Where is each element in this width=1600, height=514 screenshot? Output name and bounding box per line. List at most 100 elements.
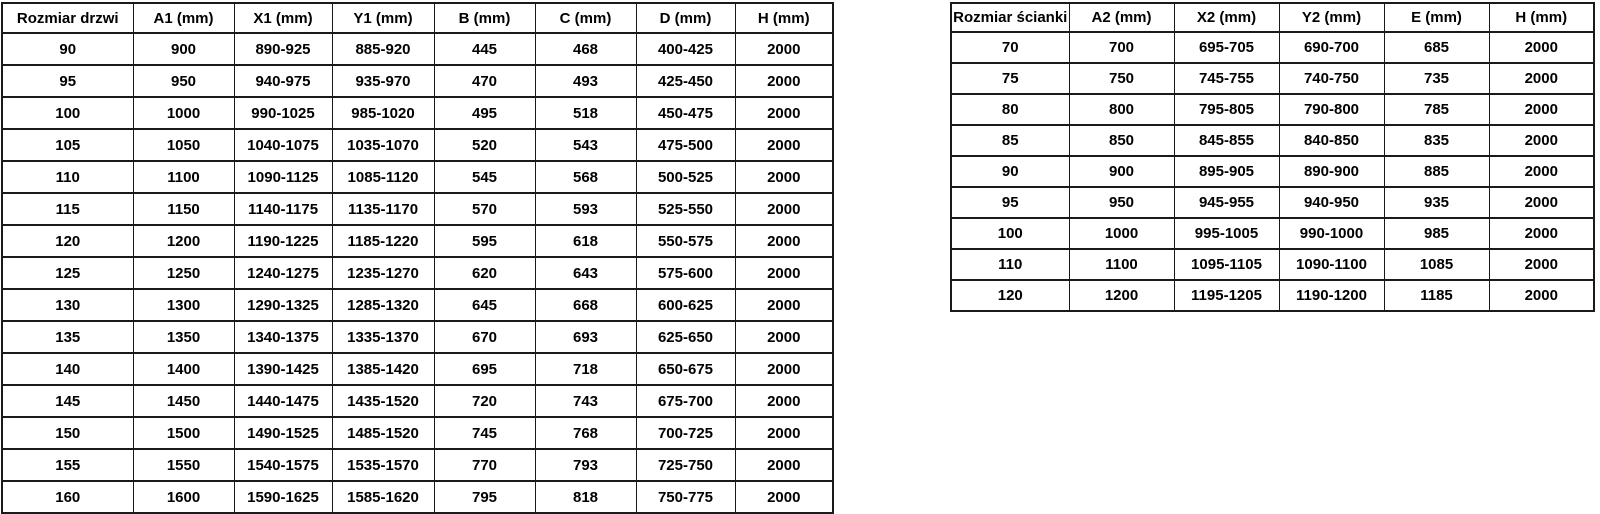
table-cell: 750 (1068, 62, 1175, 95)
table-cell: 1185-1220 (331, 224, 435, 258)
table-row: 100 1000 990-1025 985-1020 495 518 450-475 2000 (1, 96, 834, 130)
column-header: X1 (mm) (233, 2, 333, 34)
table-cell: 668 (534, 288, 637, 322)
table-cell: 1235-1270 (331, 256, 435, 290)
table-row: 155 1550 1540-1575 1535-1570 770 793 725-750 20… (1, 448, 834, 482)
table-cell: 650-675 (635, 352, 736, 386)
column-header: X2 (mm) (1173, 2, 1280, 33)
header-row: Rozmiar drzwi A1 (mm) X1 (mm) Y1 (mm) B (mm)… (1, 2, 834, 34)
table-cell: 845-855 (1173, 124, 1280, 157)
table-cell: 2000 (1488, 93, 1595, 126)
table-cell: 568 (534, 160, 637, 194)
table-cell: 2000 (734, 480, 834, 514)
table-row: 120 1200 1195-1205 1190-1200 1185 2000 (950, 279, 1595, 312)
table-cell: 2000 (1488, 124, 1595, 157)
table-cell: 1440-1475 (233, 384, 333, 418)
table-cell: 520 (433, 128, 536, 162)
table-cell: 1490-1525 (233, 416, 333, 450)
header-row: Rozmiar ścianki A2 (mm) X2 (mm) Y2 (mm) E (m… (950, 2, 1595, 33)
table-cell: 750-775 (635, 480, 736, 514)
table-row: 120 1200 1190-1225 1185-1220 595 618 550-575 20… (1, 224, 834, 258)
table-cell: 90 (1, 32, 134, 66)
table-cell: 2000 (734, 128, 834, 162)
column-header: A1 (mm) (132, 2, 235, 34)
table-cell: 85 (950, 124, 1070, 157)
table-cell: 1190-1225 (233, 224, 333, 258)
table-cell: 795 (433, 480, 536, 514)
table-cell: 1090-1125 (233, 160, 333, 194)
table-cell: 1485-1520 (331, 416, 435, 450)
table-cell: 2000 (734, 224, 834, 258)
table-cell: 2000 (734, 32, 834, 66)
table-cell: 745-755 (1173, 62, 1280, 95)
column-header: Rozmiar drzwi (1, 2, 134, 34)
table-cell: 643 (534, 256, 637, 290)
table-cell: 950 (1068, 186, 1175, 219)
table-cell: 1190-1200 (1278, 279, 1385, 312)
table-cell: 985 (1383, 217, 1490, 250)
table-cell: 1100 (1068, 248, 1175, 281)
table-row: 150 1500 1490-1525 1485-1520 745 768 700-725 20… (1, 416, 834, 450)
table-cell: 2000 (734, 352, 834, 386)
table-cell: 1390-1425 (233, 352, 333, 386)
table-row: 140 1400 1390-1425 1385-1420 695 718 650-675 20… (1, 352, 834, 386)
table-cell: 525-550 (635, 192, 736, 226)
table-row: 80 800 795-805 790-800 785 2000 (950, 93, 1595, 126)
table-cell: 2000 (734, 288, 834, 322)
table-cell: 620 (433, 256, 536, 290)
table-cell: 500-525 (635, 160, 736, 194)
table-cell: 140 (1, 352, 134, 386)
table-cell: 985-1020 (331, 96, 435, 130)
table-cell: 400-425 (635, 32, 736, 66)
table-row: 85 850 845-855 840-850 835 2000 (950, 124, 1595, 157)
table-cell: 670 (433, 320, 536, 354)
table-row: 115 1150 1140-1175 1135-1170 570 593 525-550 20… (1, 192, 834, 226)
column-header: Rozmiar ścianki (950, 2, 1070, 33)
table-cell: 935-970 (331, 64, 435, 98)
table-cell: 100 (950, 217, 1070, 250)
table-row: 160 1600 1590-1625 1585-1620 795 818 750-775 20… (1, 480, 834, 514)
table-cell: 115 (1, 192, 134, 226)
table-cell: 675-700 (635, 384, 736, 418)
table-cell: 95 (950, 186, 1070, 219)
table-cell: 618 (534, 224, 637, 258)
wall-panel-size-table: Rozmiar ścianki A2 (mm) X2 (mm) Y2 (mm) E (m… (950, 2, 1595, 312)
table-cell: 1185 (1383, 279, 1490, 312)
table-cell: 1140-1175 (233, 192, 333, 226)
table-row: 90 900 895-905 890-900 885 2000 (950, 155, 1595, 188)
table-cell: 625-650 (635, 320, 736, 354)
table-cell: 470 (433, 64, 536, 98)
table-cell: 768 (534, 416, 637, 450)
table-cell: 743 (534, 384, 637, 418)
table-cell: 2000 (1488, 217, 1595, 250)
table-cell: 90 (950, 155, 1070, 188)
table-cell: 818 (534, 480, 637, 514)
table-cell: 1040-1075 (233, 128, 333, 162)
table-cell: 518 (534, 96, 637, 130)
table-cell: 995-1005 (1173, 217, 1280, 250)
table-cell: 1090-1100 (1278, 248, 1385, 281)
table-cell: 1500 (132, 416, 235, 450)
table-cell: 770 (433, 448, 536, 482)
column-header: Y2 (mm) (1278, 2, 1385, 33)
table-cell: 725-750 (635, 448, 736, 482)
table-cell: 468 (534, 32, 637, 66)
table-cell: 1000 (132, 96, 235, 130)
table-cell: 70 (950, 31, 1070, 64)
table-cell: 600-625 (635, 288, 736, 322)
table-row: 75 750 745-755 740-750 735 2000 (950, 62, 1595, 95)
table-cell: 885 (1383, 155, 1490, 188)
table-cell: 105 (1, 128, 134, 162)
table-cell: 1200 (132, 224, 235, 258)
table-row: 95 950 945-955 940-950 935 2000 (950, 186, 1595, 219)
table-row: 100 1000 995-1005 990-1000 985 2000 (950, 217, 1595, 250)
table-cell: 475-500 (635, 128, 736, 162)
table-row: 90 900 890-925 885-920 445 468 400-425 2000 (1, 32, 834, 66)
table-row: 105 1050 1040-1075 1035-1070 520 543 475-500 20… (1, 128, 834, 162)
table-cell: 700-725 (635, 416, 736, 450)
table-cell: 1350 (132, 320, 235, 354)
table-row: 125 1250 1240-1275 1235-1270 620 643 575-600 20… (1, 256, 834, 290)
column-header: Y1 (mm) (331, 2, 435, 34)
table-cell: 718 (534, 352, 637, 386)
